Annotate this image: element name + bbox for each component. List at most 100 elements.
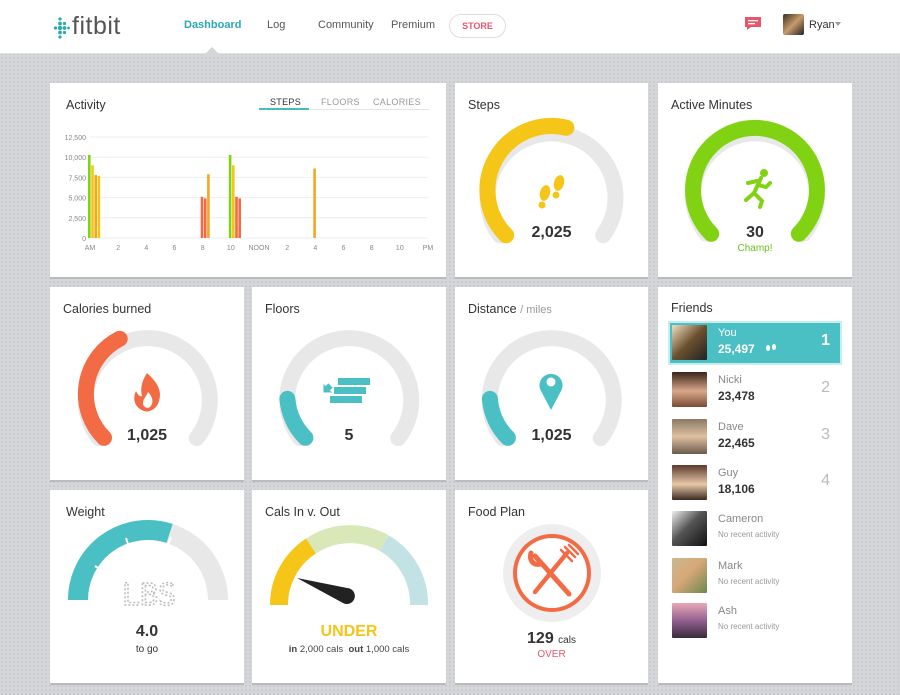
friend-name: You [718,327,737,339]
brand-name[interactable]: fitbit [72,12,121,40]
cals-status: UNDER [320,623,378,640]
avatar [672,325,707,360]
avatar [672,558,707,593]
friend-status: No recent activity [718,530,780,539]
tab-calories[interactable]: CALORIES [373,97,421,107]
distance-unit: / miles [520,304,552,316]
gauge-fill [279,390,314,446]
avatar [672,465,707,500]
active-minutes-card: Active Minutes 30 Champ! [658,83,852,277]
friend-row-nicki[interactable]: Nicki 23,478 2 [670,370,840,410]
friend-steps: 23,478 [718,389,755,403]
friend-rank: 4 [821,472,830,489]
distance-title: Distance [468,302,517,316]
avatar [672,603,707,638]
gauge-segment-high [379,535,428,606]
nav-premium[interactable]: Premium [391,19,436,31]
friend-row-you[interactable]: You 25,497 1 [670,323,840,363]
floors-value: 5 [344,427,354,444]
card-title: Cals In v. Out [265,505,340,519]
footprints-icon [766,344,776,351]
map-pin-icon [539,373,563,410]
friend-row-mark[interactable]: Mark No recent activity [670,556,840,596]
friend-steps: 18,106 [718,482,755,496]
cals-in-out-gauge [269,525,428,606]
card-title: Weight [66,505,105,519]
gauge-segment-low [269,538,317,606]
cals-summary: in 2,000 cals out 1,000 cals [252,644,446,655]
food-plan-value: 129 [527,630,554,647]
friend-rank: 2 [821,379,830,396]
avatar[interactable] [783,14,804,35]
friend-row-dave[interactable]: Dave 22,465 3 [670,417,840,457]
distance-gauge [481,330,622,447]
activity-bar [228,154,232,238]
distance-value: 1,025 [531,427,572,444]
activity-bar [235,196,238,238]
tab-steps[interactable]: STEPS [270,97,302,107]
gauge-segment-divider [163,536,172,556]
tab-floors[interactable]: FLOORS [321,97,360,107]
weight-label: to go [135,644,159,655]
weight-unit-display: LBS [122,578,176,613]
y-tick-label: 5,000 [68,196,86,203]
activity-bar [232,165,235,238]
tab-active-indicator [259,108,309,110]
friend-status: No recent activity [718,622,780,631]
footprints-icon [538,175,565,209]
x-tick-label: 2 [116,245,120,252]
activity-chart: 12,500 10,000 7,500 5,000 2,500 0 AM 2 4 6 8 10 NOON… [65,135,434,252]
user-name[interactable]: Ryan [809,19,835,31]
gauge-fill [479,118,575,244]
friend-name: Nicki [718,374,742,386]
x-tick-label: 8 [201,245,205,252]
x-tick-label: PM [423,245,434,252]
gauge-needle [297,578,355,604]
friend-status: No recent activity [718,577,780,586]
nav-dashboard[interactable]: Dashboard [184,19,242,31]
card-title: Food Plan [468,505,525,519]
avatar [672,419,707,454]
x-tick-label: 2 [285,245,289,252]
activity-bar [238,198,241,238]
gauge-segment-mid [305,525,389,554]
x-tick-label: AM [85,245,96,252]
activity-bar [97,175,101,238]
floors-card: Floors 5 [252,287,446,480]
friend-row-cameron[interactable]: Cameron No recent activity [670,509,840,549]
friend-name: Mark [718,560,743,572]
chevron-down-icon[interactable] [835,22,841,26]
weight-gauge: LBS [68,519,228,614]
friend-name: Dave [718,421,744,433]
friend-row-ash[interactable]: Ash No recent activity [670,601,840,641]
avatar [672,372,707,407]
calories-value: 1,025 [126,427,168,444]
tab-underline [259,109,429,110]
friend-row-guy[interactable]: Guy 18,106 4 [670,463,840,503]
activity-bar [91,165,94,238]
activity-bar [207,174,210,238]
y-tick-label: 0 [82,236,86,243]
floors-gauge [279,330,420,447]
gauge-segment-divider [125,537,133,557]
x-tick-label: 4 [144,245,148,252]
in-label: in [288,644,298,655]
food-plan-gauge [503,524,601,622]
card-title: Active Minutes [671,98,753,112]
fitbit-logo-icon[interactable] [50,12,70,42]
friend-rank: 3 [821,426,830,443]
activity-bar [88,154,91,238]
active-minutes-value: 30 [746,224,764,241]
friend-steps: 22,465 [718,436,755,450]
nav-community[interactable]: Community [318,19,374,31]
cals-in-out-card: Cals In v. Out UNDER in 2,000 cals out 1… [252,490,446,683]
store-button[interactable]: STORE [449,14,506,38]
steps-gauge [479,118,624,244]
steps-value: 2,025 [531,224,572,241]
nav-log[interactable]: Log [267,19,286,31]
stairs-icon [323,378,370,403]
in-value: 2,000 cals [299,644,344,655]
message-icon[interactable] [744,16,762,31]
weight-value: 4.0 [135,623,159,640]
x-tick-label: 6 [173,245,177,252]
